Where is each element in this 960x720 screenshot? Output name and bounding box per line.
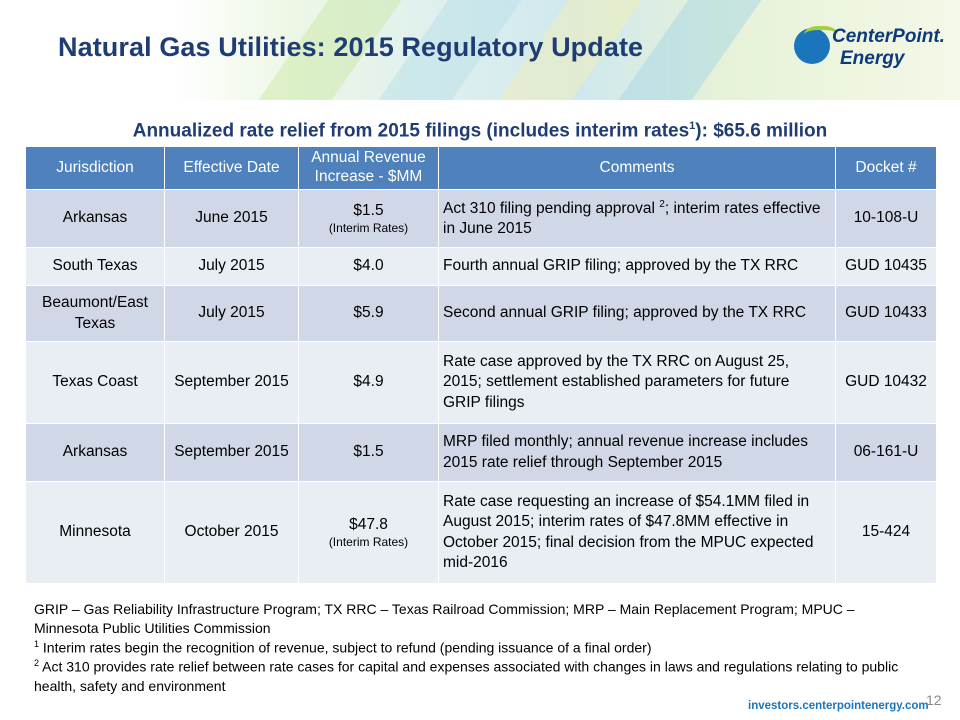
table-row: Beaumont/East Texas July 2015 $5.9 Secon…: [25, 285, 937, 342]
column-header: Jurisdiction: [25, 146, 165, 190]
column-header: Effective Date: [164, 146, 299, 190]
amount-value: $1.5: [353, 201, 384, 219]
table-header-row: Jurisdiction Effective Date Annual Reven…: [25, 146, 937, 190]
subtitle: Annualized rate relief from 2015 filings…: [132, 120, 828, 142]
amount-cell: $1.5: [298, 423, 439, 482]
date-cell: June 2015: [164, 189, 299, 248]
column-header: Comments: [438, 146, 836, 190]
date-cell: July 2015: [164, 247, 299, 286]
docket-cell: GUD 10432: [835, 341, 937, 424]
comment-cell: Rate case approved by the TX RRC on Augu…: [438, 341, 836, 424]
jurisdiction-cell: Arkansas: [25, 423, 165, 482]
abbreviations-note: GRIP – Gas Reliability Infrastructure Pr…: [34, 601, 855, 636]
amount-cell: $5.9: [298, 285, 439, 342]
logo-text: Energy: [840, 48, 905, 69]
jurisdiction-cell: South Texas: [25, 247, 165, 286]
footnotes: GRIP – Gas Reliability Infrastructure Pr…: [34, 600, 914, 696]
comment-cell: Act 310 filing pending approval 2; inter…: [438, 189, 836, 248]
comment-cell: MRP filed monthly; annual revenue increa…: [438, 423, 836, 482]
jurisdiction-cell: Beaumont/East Texas: [25, 285, 165, 342]
jurisdiction-cell: Minnesota: [25, 481, 165, 584]
amount-note: (Interim Rates): [328, 220, 409, 235]
date-cell: July 2015: [164, 285, 299, 342]
comment-cell: Rate case requesting an increase of $54.…: [438, 481, 836, 584]
jurisdiction-cell: Arkansas: [25, 189, 165, 248]
amount-value: $47.8: [349, 515, 388, 533]
amount-cell: $4.9: [298, 341, 439, 424]
date-cell: October 2015: [164, 481, 299, 584]
comment-cell: Fourth annual GRIP filing; approved by t…: [438, 247, 836, 286]
page-title: Natural Gas Utilities: 2015 Regulatory U…: [58, 32, 644, 62]
column-header: Annual Revenue Increase - $MM: [298, 146, 439, 190]
amount-cell: $1.5 (Interim Rates): [298, 189, 439, 248]
comment-cell: Second annual GRIP filing; approved by t…: [438, 285, 836, 342]
regulatory-table: Jurisdiction Effective Date Annual Reven…: [25, 146, 937, 584]
footnote-2: 2 Act 310 provides rate relief between r…: [34, 658, 899, 694]
date-cell: September 2015: [164, 423, 299, 482]
table-row: Texas Coast September 2015 $4.9 Rate cas…: [25, 341, 937, 424]
docket-cell: 15-424: [835, 481, 937, 584]
table-row: Minnesota October 2015 $47.8 (Interim Rat…: [25, 481, 937, 584]
logo-arc-icon: [804, 26, 838, 44]
logo-text: CenterPoint.: [832, 26, 945, 47]
amount-note: (Interim Rates): [328, 534, 409, 549]
amount-cell: $47.8 (Interim Rates): [298, 481, 439, 584]
centerpoint-logo: CenterPoint. Energy: [790, 20, 945, 82]
date-cell: September 2015: [164, 341, 299, 424]
footnote-1: 1 Interim rates begin the recognition of…: [34, 638, 652, 656]
docket-cell: GUD 10433: [835, 285, 937, 342]
amount-cell: $4.0: [298, 247, 439, 286]
investor-url: investors.centerpointenergy.com: [748, 700, 929, 712]
table-row: Arkansas June 2015 $1.5 (Interim Rates) A…: [25, 189, 937, 248]
docket-cell: 10-108-U: [835, 189, 937, 248]
column-header: Docket #: [835, 146, 937, 190]
table-row: Arkansas September 2015 $1.5 MRP filed m…: [25, 423, 937, 482]
table-row: South Texas July 2015 $4.0 Fourth annual…: [25, 247, 937, 286]
docket-cell: 06-161-U: [835, 423, 937, 482]
page-number: 12: [926, 692, 942, 708]
docket-cell: GUD 10435: [835, 247, 937, 286]
jurisdiction-cell: Texas Coast: [25, 341, 165, 424]
